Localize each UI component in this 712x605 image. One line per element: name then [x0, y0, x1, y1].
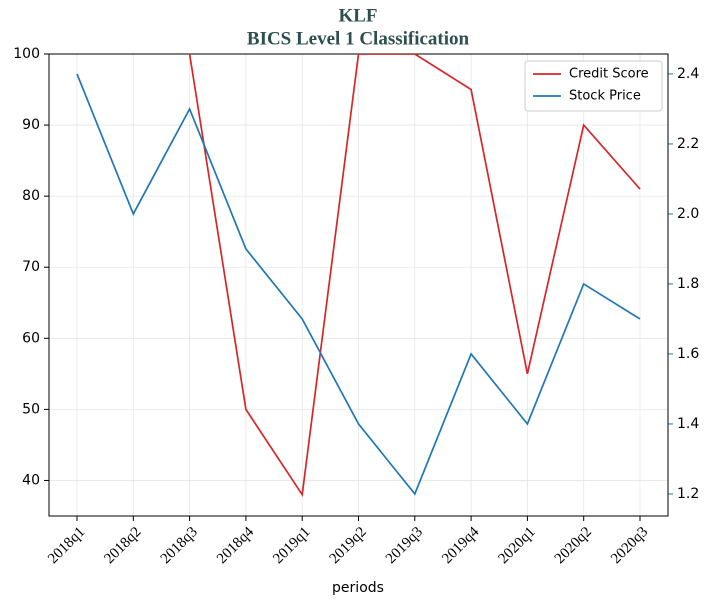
y2-tick-label: 1.2	[677, 486, 699, 502]
y-tick-label: 70	[22, 259, 40, 275]
legend-label: Credit Score	[569, 67, 649, 82]
y2-tick-label: 2.0	[677, 206, 699, 222]
x-tick-label: 2020q1	[496, 524, 539, 567]
series-line	[76, 73, 641, 496]
y-tick-label: 60	[22, 330, 40, 346]
y-tick-label: 40	[22, 472, 40, 488]
x-tick-label: 2018q4	[214, 524, 257, 567]
x-tick-label: 2020q2	[552, 524, 595, 567]
legend-label: Stock Price	[569, 89, 641, 104]
chart-title: KLF	[338, 5, 377, 26]
x-tick-label: 2018q1	[45, 524, 88, 567]
y2-tick-label: 1.6	[677, 346, 699, 362]
x-tick-label: 2019q1	[270, 524, 313, 567]
y-tick-label: 80	[22, 188, 40, 204]
series-line	[188, 54, 641, 498]
y2-tick-label: 1.8	[677, 276, 699, 292]
y-tick-label: 50	[22, 401, 40, 417]
y2-tick-label: 1.4	[677, 416, 699, 432]
x-tick-label: 2018q2	[101, 524, 144, 567]
y2-tick-label: 2.2	[677, 136, 699, 152]
y-tick-label: 90	[22, 117, 40, 133]
y2-tick-label: 2.4	[677, 66, 699, 82]
x-tick-label: 2020q3	[608, 524, 651, 567]
x-tick-label: 2018q3	[158, 524, 201, 567]
x-tick-label: 2019q3	[383, 524, 426, 567]
x-tick-label: 2019q4	[439, 524, 482, 567]
y-tick-label: 100	[13, 46, 40, 62]
x-tick-label: 2019q2	[327, 524, 370, 567]
x-axis-label: periods	[332, 580, 384, 596]
chart-subtitle: BICS Level 1 Classification	[247, 28, 470, 49]
